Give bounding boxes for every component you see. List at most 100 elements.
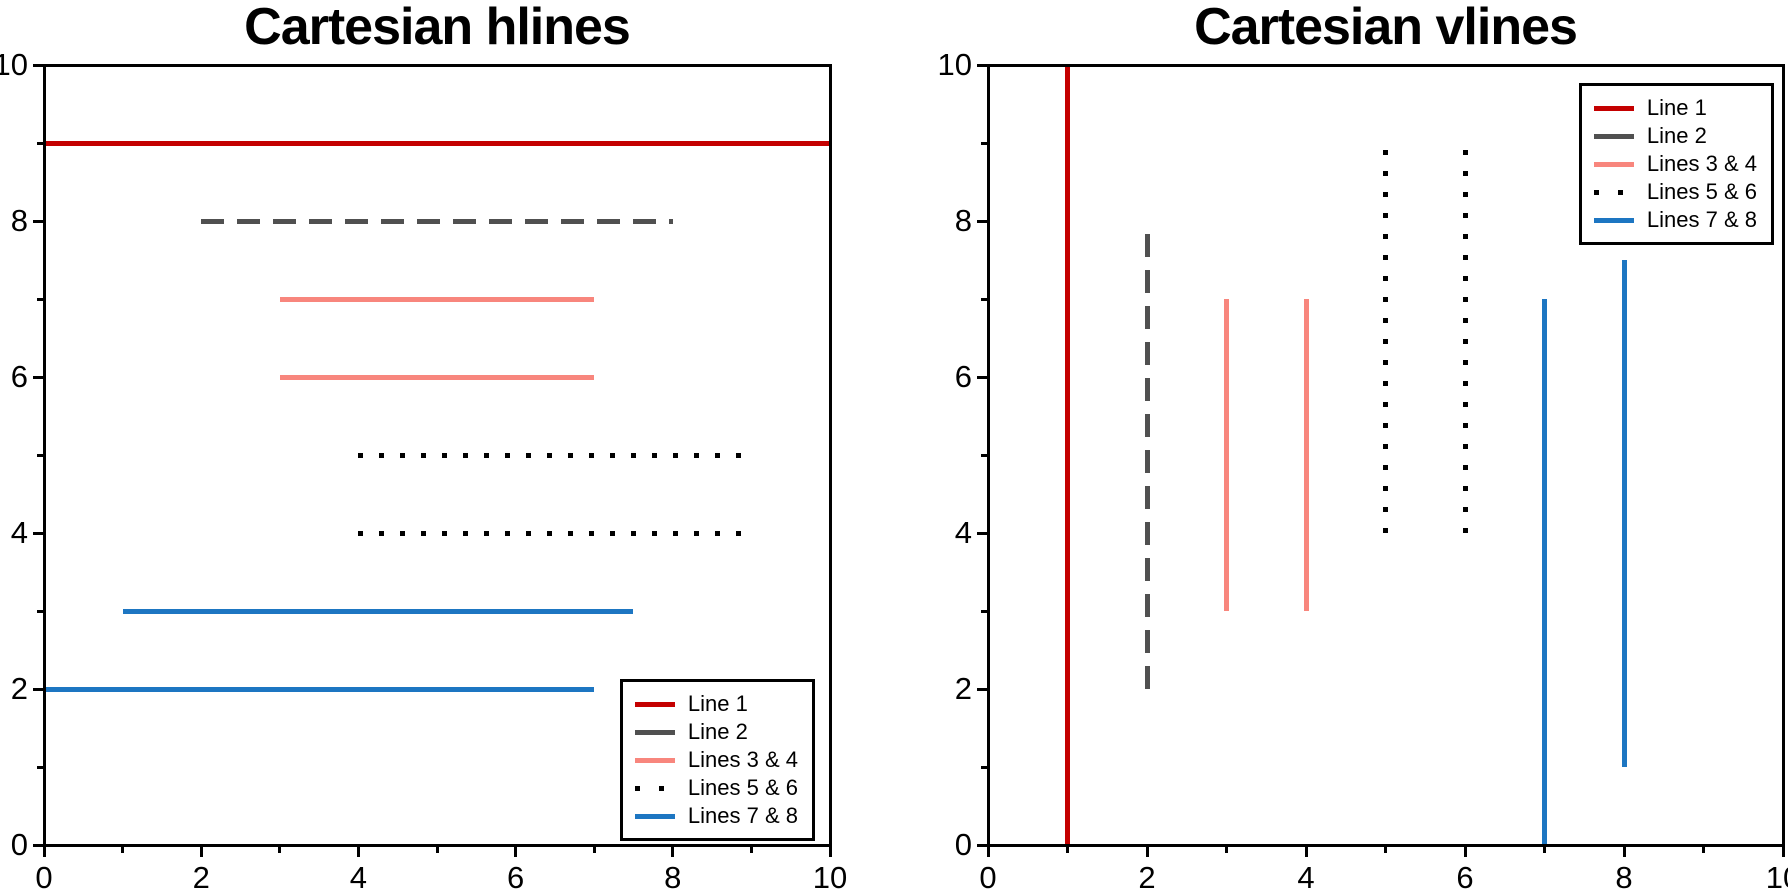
spine-top: [42, 63, 832, 67]
x-axis-tick-label: 4: [349, 860, 368, 895]
y-axis-minor-tick: [36, 765, 43, 769]
x-axis-tick: [828, 846, 832, 857]
x-axis-tick: [42, 846, 46, 857]
legend-item: Line 2: [634, 718, 798, 746]
legend-label: Lines 3 & 4: [1646, 151, 1757, 176]
y-axis-tick: [976, 843, 987, 847]
legend-item: Line 1: [634, 690, 798, 718]
legend-label: Lines 7 & 8: [687, 803, 798, 828]
legend-label: Line 2: [1646, 123, 1707, 148]
plot-line: [1383, 143, 1388, 533]
legend-line-swatch: [634, 701, 675, 707]
x-axis-tick: [199, 846, 203, 857]
y-axis-tick: [32, 687, 43, 691]
y-axis-tick-label: 10: [937, 47, 972, 82]
x-axis-tick-label: 2: [1138, 860, 1156, 895]
legend-label: Lines 5 & 6: [687, 775, 798, 800]
legend-line-swatch: [1593, 133, 1634, 139]
legend-label: Line 1: [687, 691, 748, 716]
axes-vlines: Line 1 Line 2 Lines 3 & 4 Lines 5 & 6 Lines …: [938, 47, 1788, 895]
y-axis-minor-tick: [980, 609, 987, 613]
x-axis-tick: [1463, 846, 1467, 857]
x-axis-tick: [356, 846, 360, 857]
x-axis-tick-label: 8: [664, 860, 682, 895]
plot-line: [1224, 299, 1229, 611]
legend-hlines: Line 1 Line 2 Lines 3 & 4 Lines 5 & 6 Lines …: [619, 679, 815, 841]
plot-line: [358, 452, 752, 458]
x-axis-minor-tick: [1225, 846, 1228, 853]
y-axis-tick: [32, 219, 43, 223]
legend-line-swatch: [1593, 161, 1634, 167]
legend-item: Lines 3 & 4: [634, 746, 798, 774]
legend-item: Lines 7 & 8: [634, 802, 798, 830]
plot-line: [201, 218, 673, 224]
x-axis-minor-tick: [121, 846, 125, 853]
y-axis-tick-label: 6: [10, 359, 28, 394]
x-axis-minor-tick: [278, 846, 282, 853]
plot-line: [1303, 299, 1309, 611]
spine-left: [986, 63, 990, 847]
plot-title-vlines: Cartesian vlines: [1194, 0, 1578, 56]
y-axis-minor-tick: [980, 141, 987, 145]
legend-line-swatch: [1593, 189, 1634, 195]
x-axis-tick-label: 8: [1615, 860, 1633, 895]
x-axis-tick-label: 6: [1456, 860, 1474, 895]
y-axis-tick: [976, 63, 987, 67]
spine-top: [986, 63, 1785, 67]
y-axis-tick-label: 8: [954, 203, 972, 238]
y-axis-tick: [32, 63, 43, 67]
spine-left: [42, 63, 46, 847]
y-axis-minor-tick: [36, 141, 43, 145]
x-axis-minor-tick: [1066, 846, 1069, 853]
y-axis-tick: [976, 531, 987, 535]
legend-label: Lines 7 & 8: [1646, 207, 1757, 232]
y-axis-minor-tick: [980, 453, 987, 457]
spine-bottom: [42, 843, 832, 847]
legend-item: Lines 5 & 6: [634, 774, 798, 802]
y-axis-tick-label: 4: [954, 515, 972, 550]
plot-line: [1065, 65, 1070, 845]
plot-line: [1462, 143, 1468, 533]
legend-label: Lines 5 & 6: [1646, 179, 1757, 204]
y-axis-minor-tick: [980, 765, 987, 769]
x-axis-minor-tick: [592, 846, 596, 853]
y-axis-tick: [976, 687, 987, 691]
y-axis-tick: [32, 843, 43, 847]
lines-layer: [44, 65, 830, 845]
x-axis-minor-tick: [749, 846, 753, 853]
y-axis-tick-label: 4: [10, 515, 28, 550]
legend-label: Line 2: [687, 719, 748, 744]
x-axis-tick-label: 6: [506, 860, 525, 895]
legend-item: Line 2: [1593, 122, 1757, 150]
legend-label: Line 1: [1646, 95, 1707, 120]
legend-item: Lines 5 & 6: [1593, 178, 1757, 206]
plot-line: [279, 296, 595, 302]
spine-bottom: [986, 843, 1785, 847]
legend-line-swatch: [634, 729, 675, 735]
y-axis-minor-tick: [36, 297, 43, 301]
x-axis-tick-label: 4: [1297, 860, 1315, 895]
y-axis-tick-label: 0: [954, 827, 972, 862]
lines-layer: [988, 65, 1783, 845]
plot-line: [358, 530, 752, 536]
legend-item: Lines 3 & 4: [1593, 150, 1757, 178]
x-axis-minor-tick: [1384, 846, 1387, 853]
spine-right: [828, 63, 832, 847]
plot-line: [44, 140, 830, 146]
plot-line: [279, 374, 595, 380]
y-axis-tick-label: 0: [10, 827, 28, 862]
y-axis-tick-label: 6: [954, 359, 972, 394]
x-axis-tick-label: 2: [192, 860, 210, 895]
subplot-cartesian-hlines: Cartesian hlines Line 1 Line 2 Lines 3 & 4…: [0, 0, 847, 895]
plot-line: [44, 686, 595, 692]
legend-item: Lines 7 & 8: [1593, 206, 1757, 234]
plot-line: [1542, 299, 1547, 845]
x-axis-tick: [1622, 846, 1626, 857]
spine-right: [1781, 63, 1785, 847]
x-axis-tick: [1145, 846, 1149, 857]
y-axis-tick-label: 10: [0, 47, 28, 82]
x-axis-tick-label: 0: [979, 860, 997, 895]
x-axis-minor-tick: [1702, 846, 1705, 853]
y-axis-tick: [976, 375, 987, 379]
